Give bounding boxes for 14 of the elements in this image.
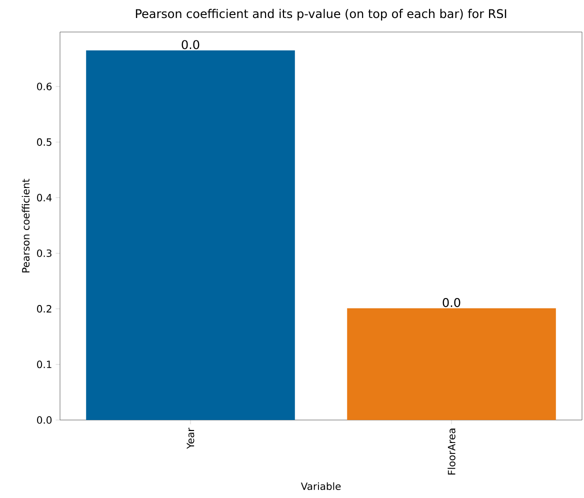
y-tick-label: 0.0	[37, 416, 52, 424]
y-tick-label: 0.3	[37, 249, 52, 258]
annotation: 0.0	[442, 298, 460, 308]
annotation: 0.0	[182, 40, 200, 50]
y-tick-label: 0.4	[37, 194, 52, 202]
x-tick-label: Year	[186, 428, 194, 449]
y-tick-label: 0.2	[37, 305, 52, 313]
x-axis-title: Variable	[300, 482, 341, 490]
y-tick-label: 0.6	[37, 82, 52, 90]
y-axis-title: Pearson coefficient	[22, 178, 30, 272]
y-tick-label: 0.5	[37, 138, 52, 146]
y-tick-label: 0.1	[37, 360, 52, 368]
x-tick-label: FloorArea	[448, 428, 456, 474]
chart-title: Pearson coefficient and its p-value (on top of each bar) for RSI	[136, 8, 506, 20]
